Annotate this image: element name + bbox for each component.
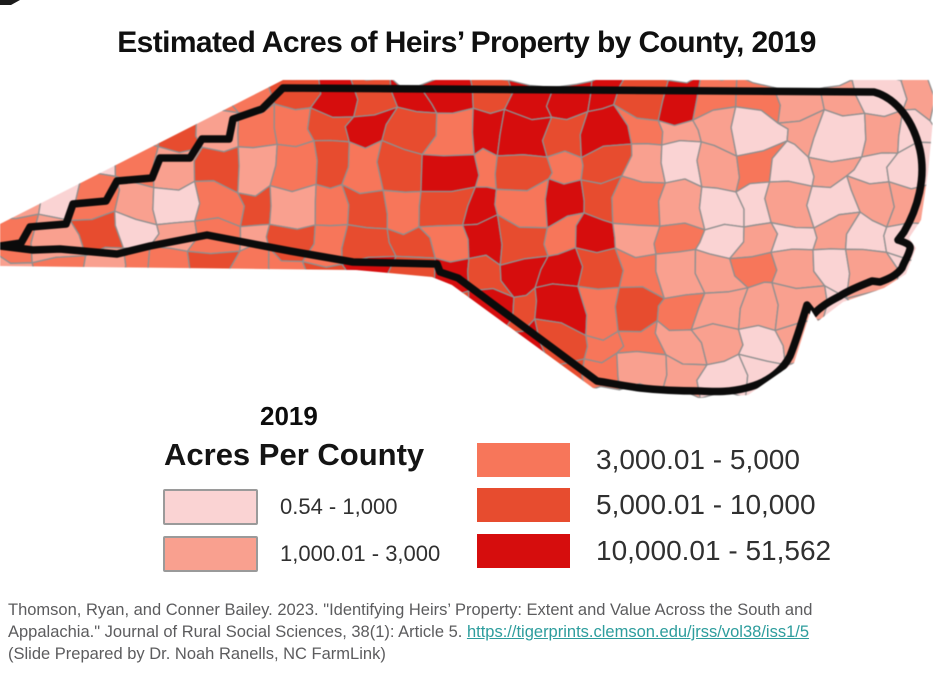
legend-swatch [477, 443, 570, 477]
county-cell [0, 143, 44, 194]
county-cell [380, 282, 433, 337]
county-cell [496, 359, 553, 398]
county-cell [33, 80, 89, 108]
legend-item: 10,000.01 - 51,562 [477, 534, 831, 568]
county-cell [884, 352, 929, 398]
legend-item: 3,000.01 - 5,000 [477, 443, 800, 477]
county-cell [110, 323, 166, 369]
county-cell [809, 356, 859, 398]
corner-artifact [0, 0, 20, 5]
county-cell [382, 189, 422, 236]
county-cell [658, 178, 706, 231]
county-cell [421, 366, 474, 398]
county-cell [861, 109, 904, 158]
county-cell [351, 321, 399, 372]
county-cell [189, 287, 239, 335]
citation: Thomson, Ryan, and Conner Bailey. 2023. … [8, 599, 898, 665]
county-cell [384, 323, 433, 373]
county-cell [187, 351, 236, 398]
county-cell [186, 250, 241, 295]
legend-swatch [477, 534, 570, 568]
county-cell [426, 317, 474, 374]
county-cell [227, 320, 266, 372]
legend-swatch [163, 536, 258, 572]
county-cell [849, 349, 893, 398]
county-cell [107, 80, 155, 124]
legend-label: 10,000.01 - 51,562 [596, 535, 832, 566]
nc-choropleth-map [0, 80, 933, 398]
county-cell [110, 358, 166, 398]
county-cell [305, 284, 360, 329]
county-cell [258, 320, 308, 372]
county-cell [81, 284, 125, 325]
county-cell [0, 80, 48, 110]
county-cell [81, 317, 122, 374]
county-cell [76, 106, 126, 155]
county-cell [0, 321, 42, 369]
legend-item: 1,000.01 - 3,000 [163, 536, 440, 572]
county-cell [158, 333, 191, 360]
legend-year: 2019 [260, 401, 318, 431]
citation-text-after: (Slide Prepared by Dr. Noah Ranells, NC … [8, 645, 386, 663]
legend-title: Acres Per County [164, 437, 425, 472]
county-cell [420, 153, 480, 193]
page-title: Estimated Acres of Heirs’ Property by Co… [117, 26, 816, 59]
county-cell [463, 317, 513, 369]
county-cell [546, 150, 584, 185]
county-cell [0, 288, 48, 334]
legend-item: 0.54 - 1,000 [163, 489, 397, 525]
legend-label: 0.54 - 1,000 [280, 494, 398, 519]
county-cell [303, 321, 360, 371]
county-cell [107, 115, 160, 148]
county-cell [269, 140, 318, 193]
legend-label: 3,000.01 - 5,000 [596, 444, 800, 475]
nc-state-border [0, 84, 926, 396]
county-cell [0, 175, 44, 220]
county-cell [183, 326, 238, 364]
county-cell [809, 312, 855, 371]
county-cell [227, 361, 277, 398]
county-cell [305, 354, 360, 398]
county-cell [0, 103, 48, 146]
legend-swatch [163, 489, 258, 525]
county-cell [574, 247, 624, 290]
county-cell [459, 362, 513, 398]
county-cell [384, 370, 432, 398]
county-cell [80, 367, 125, 398]
county-cell [0, 360, 42, 398]
county-cell [352, 354, 394, 396]
county-cell [849, 319, 902, 359]
county-cell [118, 284, 163, 335]
county-cell [36, 365, 83, 398]
legend-label: 5,000.01 - 10,000 [596, 489, 816, 520]
county-cell [39, 284, 88, 334]
county-cell [351, 282, 399, 337]
county-cell [268, 183, 317, 230]
county-cell [145, 80, 198, 119]
legend-item: 5,000.01 - 10,000 [477, 488, 816, 522]
county-cell [228, 284, 276, 329]
legend-label: 1,000.01 - 3,000 [280, 541, 441, 566]
county-cell [885, 324, 929, 361]
county-cell [891, 286, 929, 335]
county-cell [424, 290, 470, 325]
county-cell [150, 283, 200, 339]
citation-link[interactable]: https://tigerprints.clemson.edu/jrss/vol… [466, 623, 810, 641]
county-cell [31, 254, 87, 293]
county-cell [263, 288, 316, 329]
county-cell [75, 80, 112, 117]
county-cell [33, 317, 88, 371]
county-cell [611, 175, 666, 227]
county-cell [150, 349, 201, 397]
citation-text-before: Thomson, Ryan, and Conner Bailey. 2023. … [8, 601, 813, 641]
legend-swatch [477, 488, 570, 522]
county-cell [34, 100, 82, 155]
county-cell [263, 368, 322, 398]
county-cell [473, 147, 498, 190]
